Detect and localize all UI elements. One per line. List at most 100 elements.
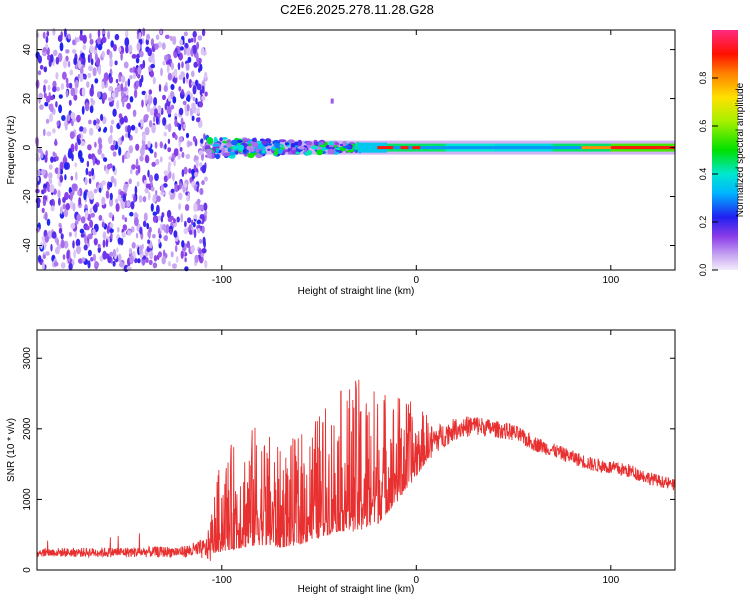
- noise-blob: [153, 97, 158, 106]
- noise-blob: [112, 248, 116, 257]
- noise-blob: [67, 33, 71, 40]
- noise-blob: [177, 153, 181, 160]
- noise-blob: [97, 91, 101, 99]
- signal-blob: [262, 150, 266, 154]
- noise-blob: [178, 203, 182, 211]
- noise-blob: [36, 169, 41, 176]
- noise-blob: [60, 83, 65, 90]
- noise-blob: [197, 35, 203, 41]
- noise-blob: [191, 115, 195, 122]
- noise-blob: [89, 87, 94, 97]
- noise-blob: [95, 123, 100, 130]
- noise-blob: [87, 144, 92, 151]
- signal-blob: [261, 140, 268, 145]
- noise-blob: [72, 202, 76, 212]
- noise-blob: [193, 36, 197, 43]
- noise-blob: [50, 156, 54, 163]
- noise-blob: [94, 141, 97, 148]
- noise-blob: [97, 29, 101, 38]
- noise-blob: [118, 146, 122, 156]
- noise-blob: [43, 187, 47, 194]
- noise-blob: [70, 112, 76, 120]
- noise-blob: [120, 75, 126, 83]
- noise-blob: [148, 191, 151, 201]
- noise-blob: [160, 215, 164, 223]
- spectrogram-x-label: Height of straight line (km): [298, 286, 415, 297]
- noise-blob: [48, 178, 53, 185]
- noise-blob: [83, 73, 87, 80]
- noise-blob: [155, 116, 159, 125]
- noise-blob: [50, 205, 55, 212]
- noise-blob: [126, 151, 131, 159]
- noise-blob: [117, 253, 122, 263]
- noise-blob: [48, 172, 53, 180]
- noise-blob: [76, 214, 81, 222]
- noise-blob: [170, 104, 175, 110]
- noise-blob: [63, 240, 69, 249]
- noise-blob: [131, 226, 135, 233]
- noise-blob: [184, 42, 189, 49]
- noise-blob: [148, 259, 153, 266]
- noise-blob: [160, 184, 164, 193]
- noise-blob: [62, 59, 68, 69]
- noise-blob: [138, 245, 143, 255]
- signal-blob: [242, 138, 251, 142]
- snr-y-label: SNR (10 * v/v): [6, 418, 17, 482]
- noise-blob: [201, 248, 207, 254]
- noise-blob: [96, 118, 100, 125]
- noise-blob: [134, 217, 139, 227]
- noise-blob: [106, 163, 111, 170]
- noise-blob: [134, 257, 138, 264]
- noise-blob: [43, 92, 47, 99]
- noise-blob: [130, 125, 136, 131]
- noise-blob: [149, 250, 154, 260]
- noise-blob: [175, 256, 179, 263]
- noise-blob: [201, 180, 205, 186]
- noise-blob: [154, 173, 159, 182]
- noise-blob: [152, 215, 157, 223]
- noise-blob: [185, 153, 191, 160]
- noise-blob: [112, 260, 116, 267]
- signal-blob: [284, 142, 290, 146]
- noise-blob: [89, 33, 92, 40]
- signal-blob: [316, 149, 323, 156]
- noise-blob: [38, 254, 42, 263]
- signal-blob: [346, 150, 354, 153]
- noise-blob: [122, 154, 125, 164]
- noise-blob: [132, 72, 136, 80]
- noise-blob: [146, 247, 152, 253]
- noise-blob: [35, 79, 40, 89]
- noise-blob: [144, 92, 148, 102]
- noise-blob: [174, 118, 178, 127]
- noise-blob: [199, 89, 203, 96]
- noise-blob: [163, 224, 167, 233]
- noise-blob: [146, 103, 151, 113]
- noise-blob: [90, 257, 94, 262]
- noise-blob: [117, 138, 121, 147]
- noise-blob: [197, 107, 200, 115]
- noise-blob: [192, 85, 197, 95]
- noise-blob: [143, 180, 147, 185]
- noise-blob: [35, 176, 40, 182]
- noise-blob: [158, 234, 162, 239]
- noise-blob: [83, 190, 87, 201]
- noise-blob: [45, 251, 50, 256]
- noise-blob: [150, 52, 155, 60]
- noise-blob: [158, 83, 162, 92]
- signal-blob: [267, 148, 271, 151]
- signal-blob: [215, 153, 220, 160]
- noise-blob: [57, 167, 61, 176]
- noise-blob: [46, 218, 51, 226]
- noise-blob: [156, 195, 161, 202]
- signal-blob: [330, 98, 334, 104]
- noise-blob: [42, 261, 45, 271]
- signal-blob: [223, 152, 231, 157]
- noise-blob: [114, 178, 117, 188]
- noise-blob: [139, 226, 143, 235]
- noise-blob: [122, 98, 125, 108]
- noise-blob: [65, 77, 69, 84]
- noise-blob: [148, 174, 154, 183]
- noise-blob: [185, 132, 190, 139]
